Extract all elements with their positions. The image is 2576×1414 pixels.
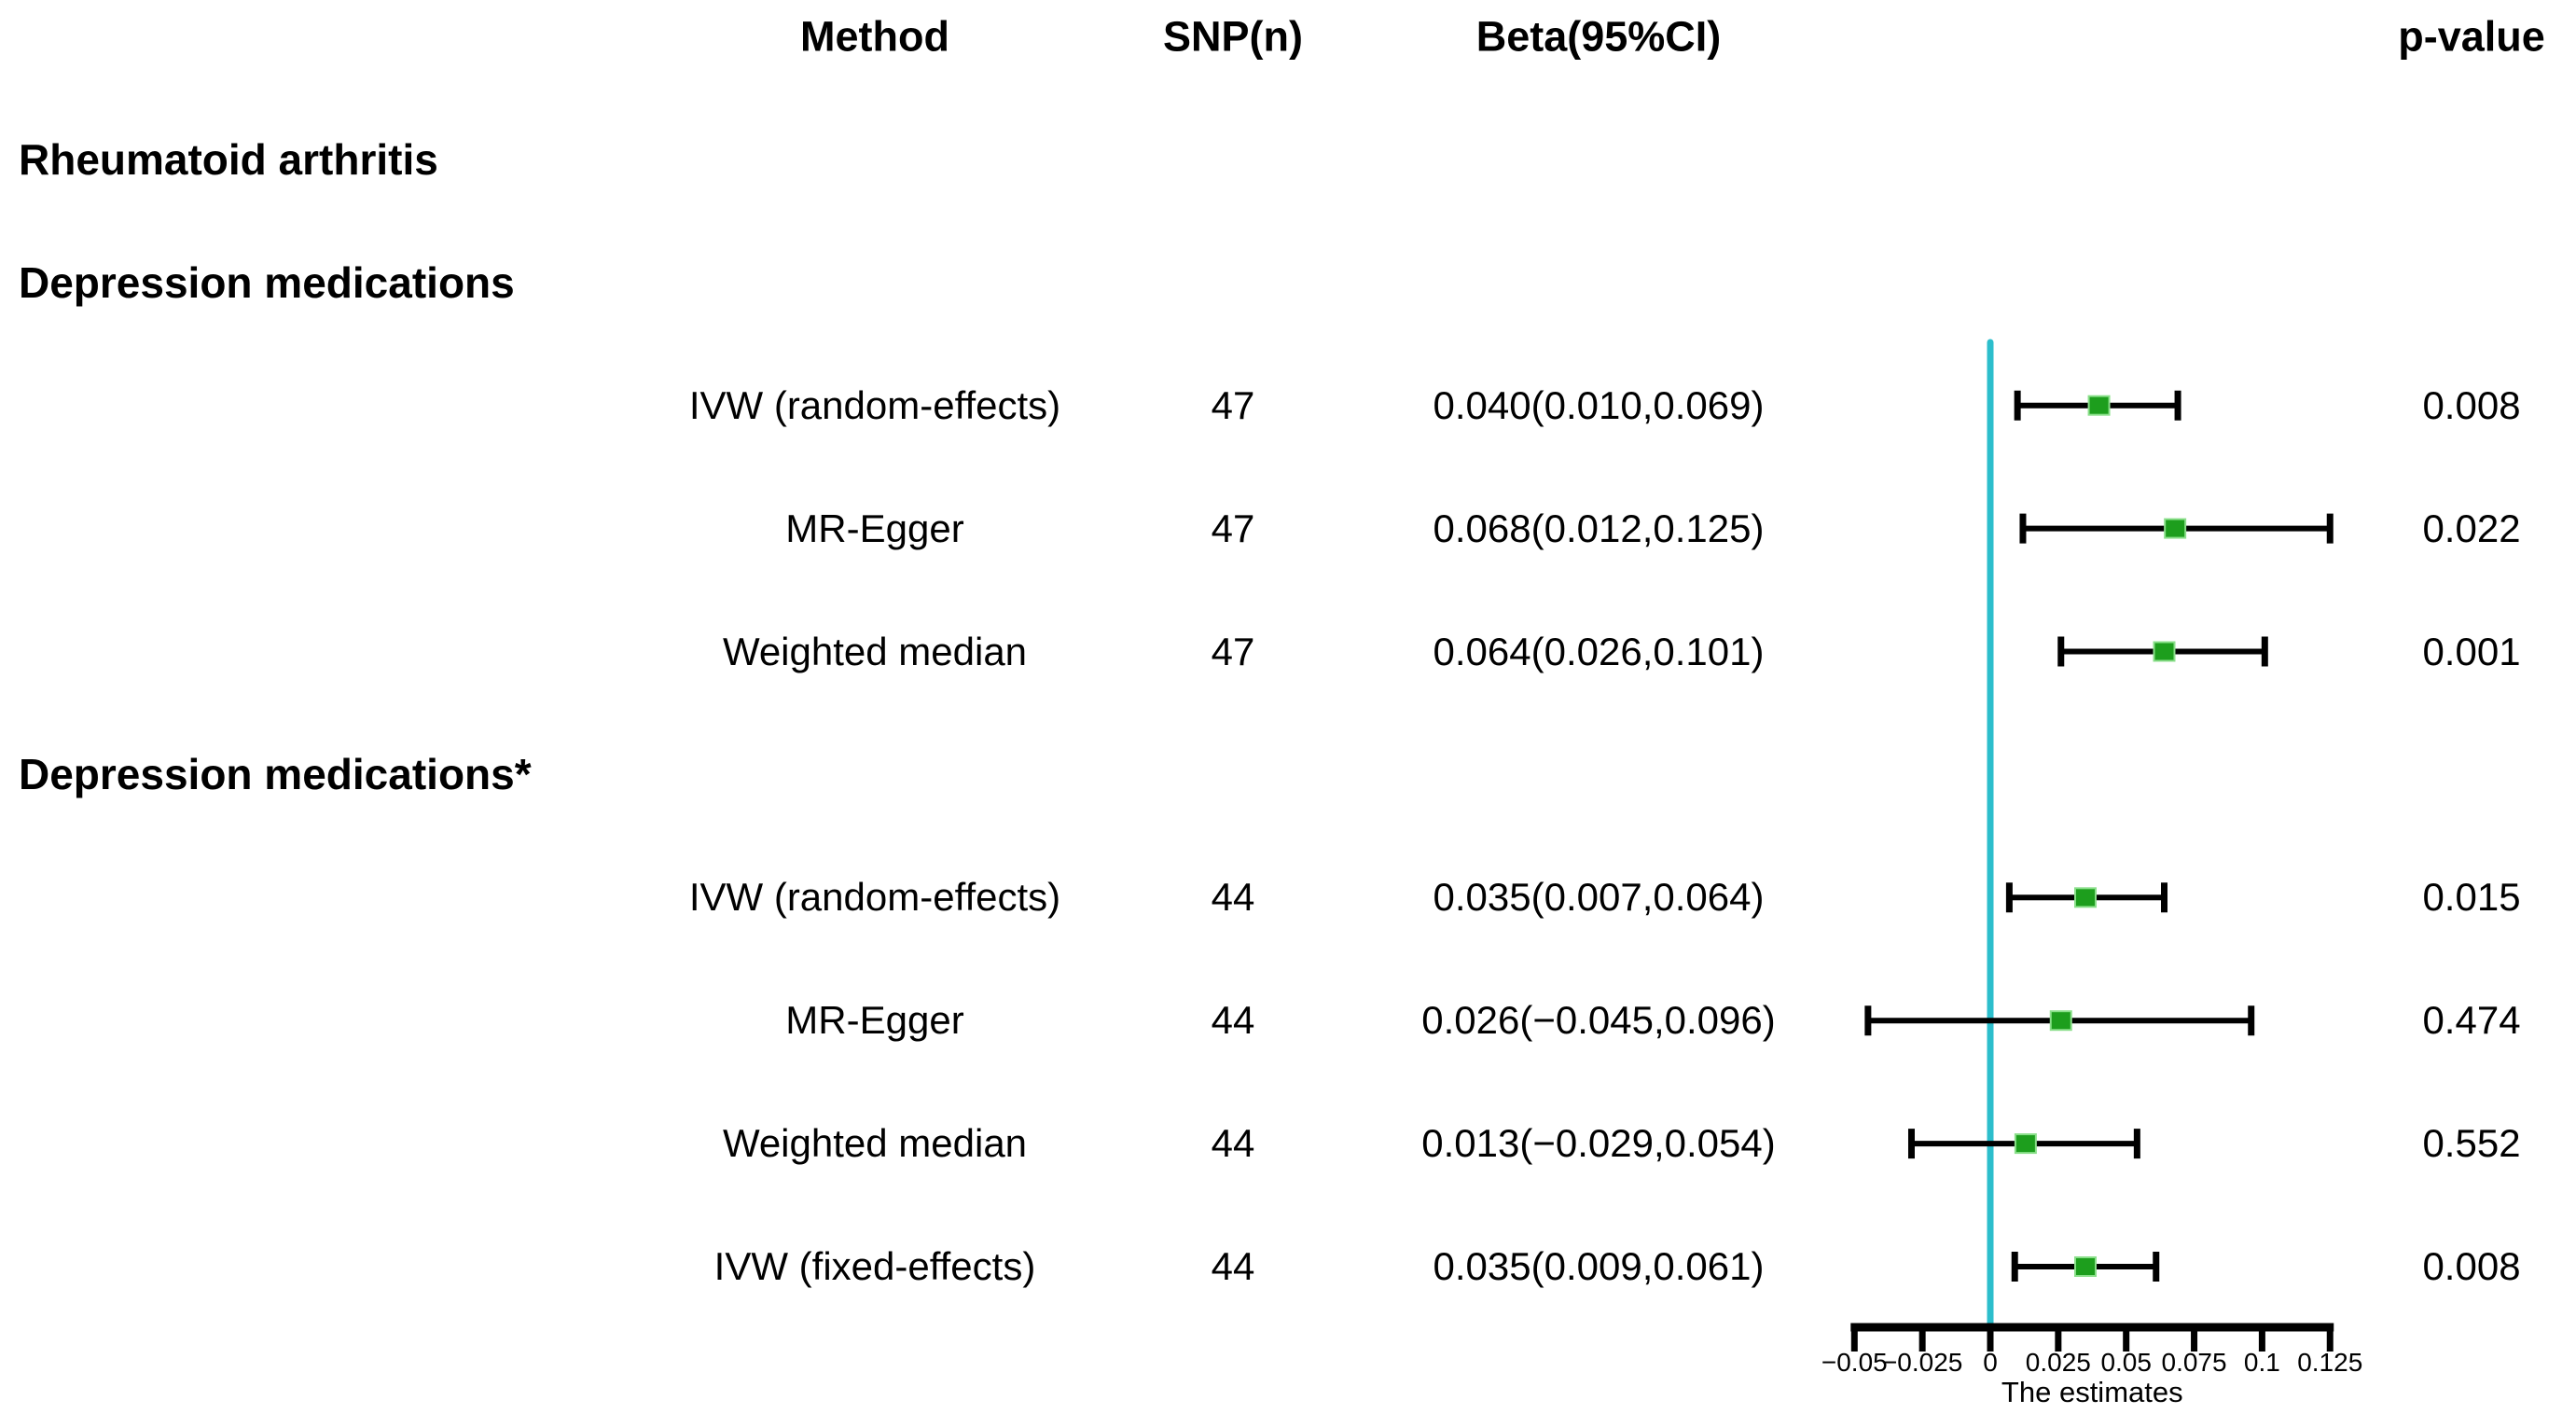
x-axis-tick-label: 0.1 bbox=[2244, 1348, 2280, 1377]
p-value: 0.474 bbox=[2422, 998, 2521, 1043]
snp-count: 47 bbox=[1211, 506, 1255, 550]
p-value: 0.008 bbox=[2422, 382, 2521, 427]
table-row: MR-Egger 47 0.068(0.012,0.125) 0.022 bbox=[0, 467, 2576, 590]
p-value: 0.015 bbox=[2422, 875, 2521, 920]
x-axis-tick-label: 0.025 bbox=[2026, 1348, 2091, 1377]
estimate-marker bbox=[2087, 395, 2111, 416]
column-header-pvalue: p-value bbox=[2398, 12, 2545, 61]
p-value: 0.001 bbox=[2422, 629, 2521, 673]
table-row: MR-Egger 44 0.026(−0.045,0.096) 0.474 bbox=[0, 959, 2576, 1082]
estimate-marker bbox=[2014, 1133, 2037, 1155]
method-label: Weighted median bbox=[722, 1121, 1028, 1166]
column-header-row: Method SNP(n) Beta(95%CI) p-value bbox=[0, 0, 2576, 98]
table-row: IVW (fixed-effects) 44 0.035(0.009,0.061… bbox=[0, 1205, 2576, 1328]
method-label: Weighted median bbox=[722, 629, 1028, 673]
estimate-marker bbox=[2153, 641, 2176, 662]
outcome-heading-row: Rheumatoid arthritis bbox=[0, 98, 2576, 221]
group-heading-depression-medications: Depression medications bbox=[19, 257, 515, 307]
outcome-heading: Rheumatoid arthritis bbox=[19, 134, 438, 184]
p-value: 0.008 bbox=[2422, 1244, 2521, 1288]
snp-count: 44 bbox=[1211, 1121, 1255, 1166]
x-axis-tick-label: 0.075 bbox=[2162, 1348, 2227, 1377]
column-header-method: Method bbox=[800, 12, 949, 61]
group-heading-depression-medications-star: Depression medications* bbox=[19, 750, 532, 799]
snp-count: 44 bbox=[1211, 998, 1255, 1043]
table-row: IVW (random-effects) 47 0.040(0.010,0.06… bbox=[0, 344, 2576, 467]
p-value: 0.022 bbox=[2422, 506, 2521, 550]
x-axis-tick-label: 0.05 bbox=[2100, 1348, 2152, 1377]
p-value: 0.552 bbox=[2422, 1121, 2521, 1166]
method-label: IVW (random-effects) bbox=[688, 382, 1061, 427]
estimate-marker bbox=[2049, 1010, 2072, 1032]
table-row: Weighted median 47 0.064(0.026,0.101) 0.… bbox=[0, 590, 2576, 714]
method-label: MR-Egger bbox=[785, 506, 964, 550]
x-axis-title: The estimates bbox=[2001, 1376, 2183, 1408]
snp-count: 44 bbox=[1211, 875, 1255, 920]
snp-count: 47 bbox=[1211, 382, 1255, 427]
column-header-beta: Beta(95%CI) bbox=[1475, 12, 1722, 61]
table-row: Weighted median 44 0.013(−0.029,0.054) 0… bbox=[0, 1082, 2576, 1205]
group-heading-row: Depression medications bbox=[0, 221, 2576, 344]
beta-ci-text: 0.068(0.012,0.125) bbox=[1433, 506, 1765, 550]
group-heading-row: Depression medications* bbox=[0, 713, 2576, 836]
beta-ci-text: 0.035(0.009,0.061) bbox=[1433, 1244, 1765, 1288]
method-label: MR-Egger bbox=[785, 998, 964, 1043]
snp-count: 47 bbox=[1211, 629, 1255, 673]
estimate-marker bbox=[2073, 887, 2097, 908]
column-header-snp: SNP(n) bbox=[1163, 12, 1303, 61]
beta-ci-text: 0.040(0.010,0.069) bbox=[1433, 382, 1765, 427]
x-axis-tick-label: −0.05 bbox=[1821, 1348, 1888, 1377]
x-axis-tick-label: 0 bbox=[1983, 1348, 1998, 1377]
estimate-marker bbox=[2073, 1256, 2097, 1277]
method-label: IVW (fixed-effects) bbox=[713, 1244, 1036, 1288]
estimate-marker bbox=[2164, 518, 2187, 539]
x-axis-tick-label: −0.025 bbox=[1882, 1348, 1962, 1377]
x-axis-tick-label: 0.125 bbox=[2297, 1348, 2362, 1377]
table-row: IVW (random-effects) 44 0.035(0.007,0.06… bbox=[0, 836, 2576, 959]
snp-count: 44 bbox=[1211, 1244, 1255, 1288]
beta-ci-text: 0.035(0.007,0.064) bbox=[1433, 875, 1765, 920]
beta-ci-text: 0.026(−0.045,0.096) bbox=[1421, 998, 1776, 1043]
beta-ci-text: 0.013(−0.029,0.054) bbox=[1421, 1121, 1776, 1166]
beta-ci-text: 0.064(0.026,0.101) bbox=[1433, 629, 1765, 673]
method-label: IVW (random-effects) bbox=[688, 875, 1061, 920]
